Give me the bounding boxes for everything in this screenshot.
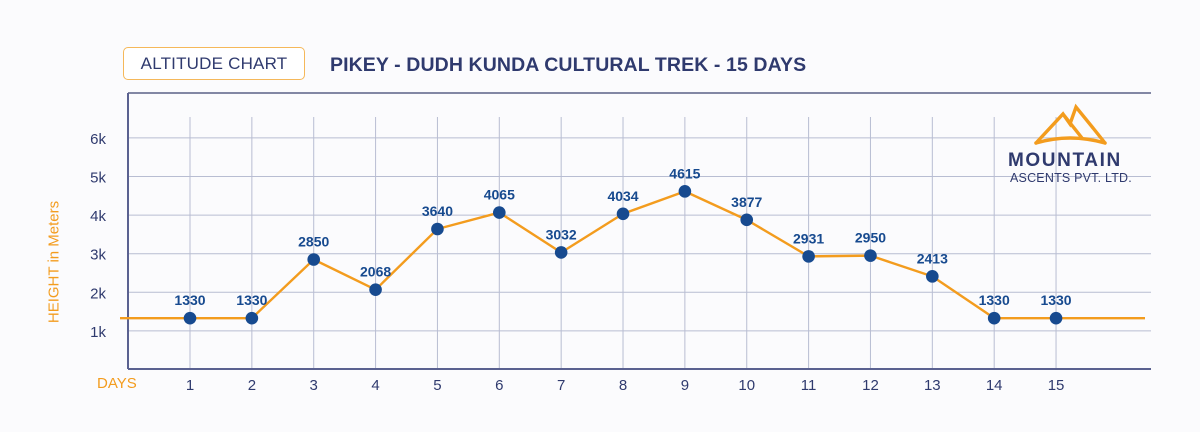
x-tick-label: 6 bbox=[495, 377, 503, 394]
x-tick-label: 8 bbox=[619, 377, 627, 394]
x-tick-label: 11 bbox=[801, 377, 817, 394]
x-tick-label: 3 bbox=[310, 377, 318, 394]
x-axis-label: DAYS bbox=[97, 375, 137, 392]
data-point-label: 2931 bbox=[793, 230, 824, 246]
data-point-marker bbox=[678, 185, 692, 198]
data-point-label: 3032 bbox=[546, 226, 577, 242]
x-tick-label: 12 bbox=[862, 377, 879, 394]
data-point-label: 1330 bbox=[236, 292, 267, 308]
data-point-marker bbox=[431, 222, 444, 236]
data-point-label: 4065 bbox=[484, 187, 515, 203]
data-point-marker bbox=[987, 311, 1001, 325]
data-point-marker bbox=[554, 246, 568, 259]
data-point-marker bbox=[802, 250, 815, 263]
altitude-series: 1330 1330 2850 2068 3640 4065 3032 4034 4615 3877… bbox=[120, 165, 1145, 325]
mountain-peaks-icon bbox=[1034, 103, 1107, 145]
logo-name: MOUNTAIN bbox=[1008, 150, 1122, 171]
data-point-marker bbox=[926, 270, 939, 283]
chart-title: PIKEY - DUDH KUNDA CULTURAL TREK - 15 DA… bbox=[330, 54, 807, 76]
data-point-marker bbox=[616, 207, 630, 221]
data-point-marker bbox=[493, 206, 506, 219]
logo-subtitle: ASCENTS PVT. LTD. bbox=[1010, 171, 1132, 185]
x-tick-label: 1 bbox=[186, 377, 194, 394]
y-tick-label: 2k bbox=[90, 285, 106, 302]
y-axis-ticks: 1k 2k 3k 4k 5k 6k bbox=[90, 131, 106, 341]
data-point-marker bbox=[864, 249, 877, 262]
data-point-label: 4615 bbox=[669, 165, 700, 181]
data-point-label: 2068 bbox=[360, 264, 391, 280]
x-tick-label: 13 bbox=[924, 377, 941, 394]
data-point-label: 1330 bbox=[979, 292, 1010, 308]
data-point-label: 4034 bbox=[607, 188, 638, 204]
x-tick-label: 14 bbox=[986, 377, 1003, 394]
data-point-marker bbox=[369, 283, 382, 296]
data-point-label: 2950 bbox=[855, 230, 886, 246]
y-tick-label: 6k bbox=[90, 131, 106, 148]
data-point-marker bbox=[1049, 311, 1063, 325]
chart-grid bbox=[128, 117, 1151, 369]
x-tick-label: 7 bbox=[557, 377, 565, 394]
data-point-marker bbox=[307, 253, 321, 266]
data-point-label: 2850 bbox=[298, 233, 329, 249]
x-tick-label: 4 bbox=[371, 377, 379, 394]
y-tick-label: 3k bbox=[90, 247, 106, 264]
altitude-chart-badge: ALTITUDE CHART bbox=[123, 47, 305, 80]
y-tick-label: 5k bbox=[90, 170, 106, 187]
data-point-label: 3640 bbox=[422, 203, 453, 219]
data-point-label: 1330 bbox=[174, 292, 205, 308]
y-tick-label: 1k bbox=[90, 324, 106, 341]
y-axis-label: HEIGHT in Meters bbox=[45, 200, 63, 324]
data-point-label: 3877 bbox=[731, 194, 762, 210]
data-point-label: 2413 bbox=[917, 250, 948, 266]
data-point-label: 1330 bbox=[1040, 292, 1071, 308]
data-point-marker bbox=[183, 311, 197, 325]
x-tick-label: 9 bbox=[681, 377, 689, 394]
chart-axes bbox=[127, 92, 1151, 370]
x-tick-label: 10 bbox=[738, 377, 755, 394]
x-tick-label: 5 bbox=[433, 377, 441, 394]
x-axis-ticks: 1 2 3 4 5 6 7 8 9 10 11 12 13 14 15 bbox=[186, 377, 1065, 394]
y-tick-label: 4k bbox=[90, 208, 106, 225]
data-point-marker bbox=[245, 311, 259, 325]
x-tick-label: 15 bbox=[1048, 377, 1065, 394]
data-point-marker bbox=[740, 213, 754, 227]
x-tick-label: 2 bbox=[248, 377, 256, 394]
